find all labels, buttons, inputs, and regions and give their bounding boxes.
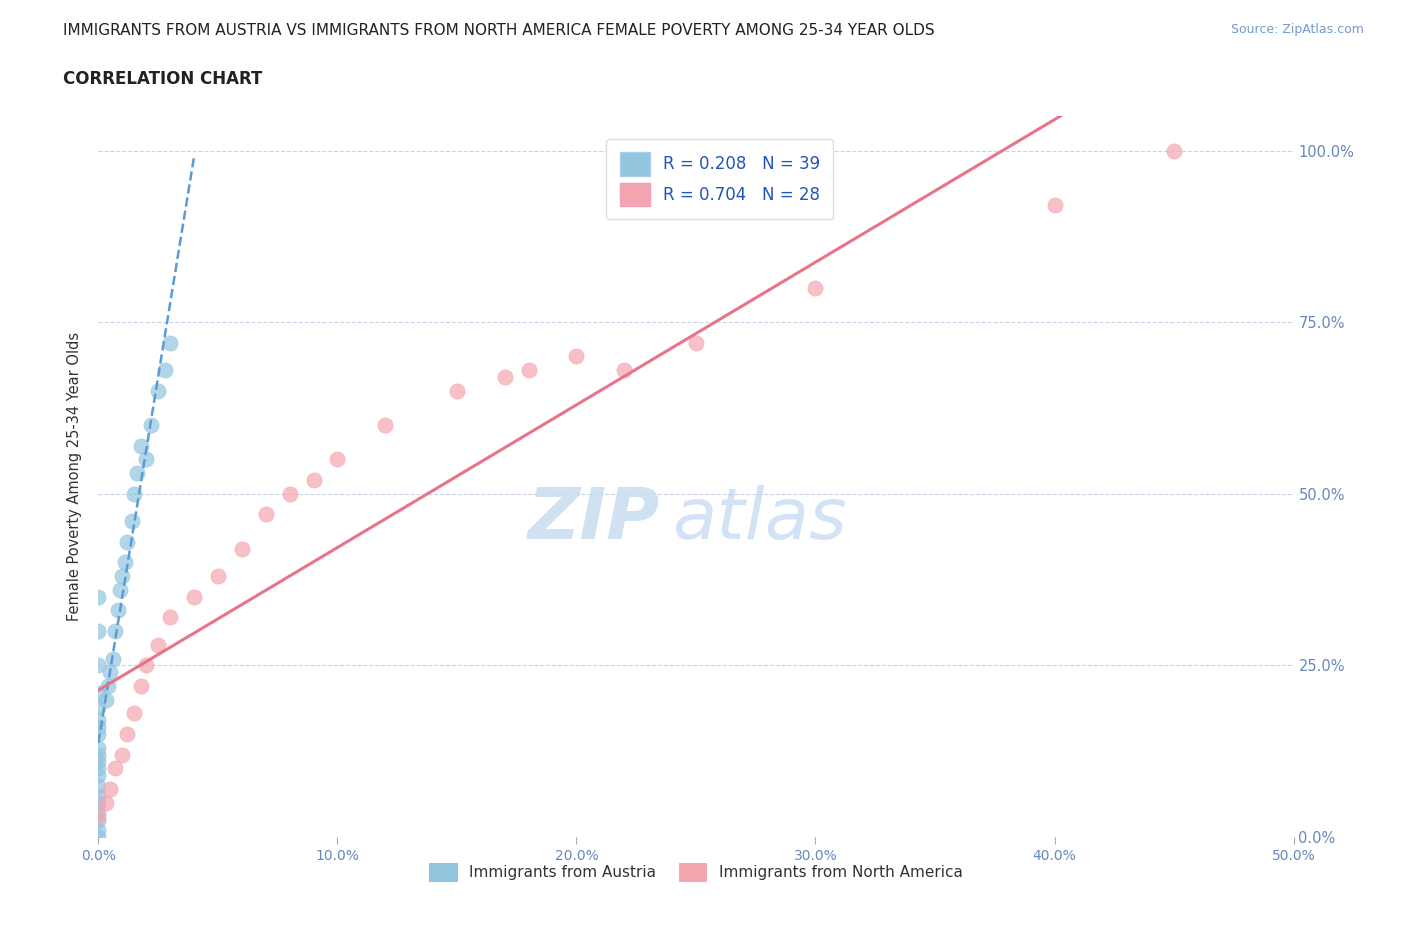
Point	[104, 761, 127, 776]
Point	[107, 603, 129, 618]
Point	[87, 789, 110, 804]
Point	[87, 720, 110, 735]
Point	[115, 726, 138, 741]
Point	[87, 624, 110, 639]
Point	[326, 452, 349, 467]
Point	[804, 281, 827, 296]
Text: Source: ZipAtlas.com: Source: ZipAtlas.com	[1230, 23, 1364, 36]
Point	[159, 336, 181, 351]
Point	[98, 665, 122, 680]
Point	[87, 795, 110, 810]
Point	[121, 513, 143, 528]
Point	[155, 363, 177, 378]
Point	[87, 809, 110, 824]
Y-axis label: Female Poverty Among 25-34 Year Olds: Female Poverty Among 25-34 Year Olds	[67, 332, 83, 621]
Point	[111, 747, 134, 762]
Point	[131, 679, 153, 694]
Point	[87, 726, 110, 741]
Point	[87, 740, 110, 755]
Point	[87, 823, 110, 838]
Point	[98, 781, 122, 796]
Point	[104, 624, 127, 639]
Point	[565, 349, 588, 364]
Point	[87, 805, 110, 820]
Text: CORRELATION CHART: CORRELATION CHART	[63, 70, 263, 87]
Point	[231, 541, 253, 556]
Point	[207, 569, 229, 584]
Point	[87, 658, 110, 672]
Point	[94, 692, 117, 707]
Text: atlas: atlas	[672, 485, 846, 554]
Point	[685, 336, 707, 351]
Point	[87, 761, 110, 776]
Point	[148, 383, 170, 398]
Point	[111, 569, 134, 584]
Point	[87, 590, 110, 604]
Point	[139, 418, 162, 432]
Point	[115, 535, 138, 550]
Point	[124, 486, 146, 501]
Legend: Immigrants from Austria, Immigrants from North America: Immigrants from Austria, Immigrants from…	[423, 857, 969, 887]
Point	[125, 466, 148, 481]
Point	[87, 778, 110, 793]
Point	[1163, 143, 1185, 158]
Point	[87, 830, 110, 844]
Point	[131, 438, 153, 453]
Point	[114, 555, 136, 570]
Point	[87, 768, 110, 783]
Point	[124, 706, 146, 721]
Point	[159, 610, 181, 625]
Point	[278, 486, 301, 501]
Point	[183, 590, 205, 604]
Point	[101, 651, 124, 666]
Point	[87, 747, 110, 762]
Point	[135, 658, 157, 672]
Point	[87, 713, 110, 728]
Point	[87, 699, 110, 714]
Point	[108, 582, 131, 597]
Point	[97, 679, 120, 694]
Point	[135, 452, 157, 467]
Point	[613, 363, 636, 378]
Point	[87, 685, 110, 700]
Text: ZIP: ZIP	[527, 485, 661, 554]
Point	[254, 507, 277, 522]
Text: IMMIGRANTS FROM AUSTRIA VS IMMIGRANTS FROM NORTH AMERICA FEMALE POVERTY AMONG 25: IMMIGRANTS FROM AUSTRIA VS IMMIGRANTS FR…	[63, 23, 935, 38]
Point	[94, 795, 117, 810]
Point	[87, 754, 110, 769]
Point	[302, 472, 325, 487]
Point	[87, 813, 110, 828]
Point	[494, 369, 516, 384]
Point	[148, 637, 170, 652]
Point	[517, 363, 540, 378]
Point	[1043, 198, 1066, 213]
Point	[374, 418, 396, 432]
Point	[446, 383, 468, 398]
